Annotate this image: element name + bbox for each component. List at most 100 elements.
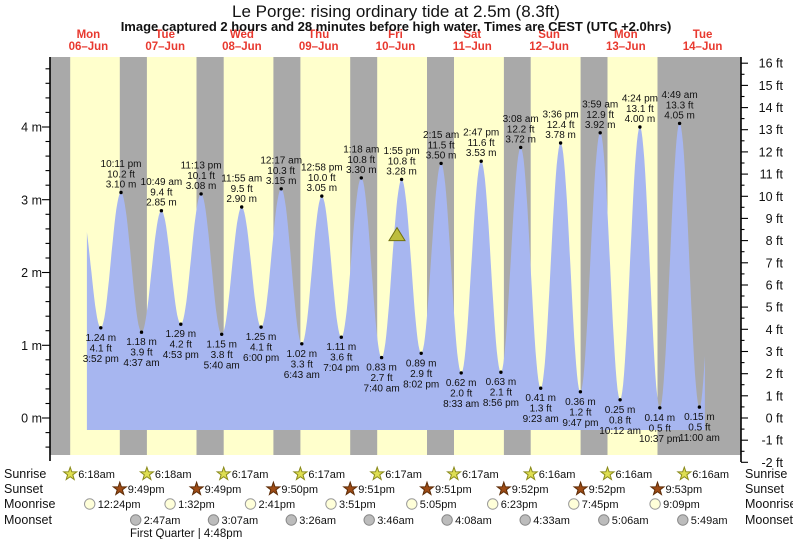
- high-tide-feet: 10.2 ft: [107, 170, 135, 181]
- high-tide-time: 11:55 am: [221, 174, 262, 185]
- high-tide-meters: 2.90 m: [226, 194, 257, 205]
- tide-curve-layer: [86, 123, 705, 430]
- high-tide-feet: 10.3 ft: [267, 166, 295, 177]
- row-label-sunrise-left: Sunrise: [4, 467, 46, 481]
- high-tide-time: 3:08 am: [503, 114, 539, 125]
- sunset-time: 9:51pm: [435, 484, 472, 496]
- low-tide-time: 6:43 am: [284, 370, 320, 381]
- high-tide-time: 10:11 pm: [101, 159, 142, 170]
- moonset-time: 4:08am: [455, 515, 492, 527]
- day-name: Tue: [693, 29, 713, 41]
- sunrise-time: 6:17am: [308, 469, 345, 481]
- low-tide-meters: 1.18 m: [126, 337, 157, 348]
- moonrise-time: 2:41pm: [259, 499, 296, 511]
- moonset-time: 3:26am: [299, 515, 336, 527]
- low-tide-time: 9:23 am: [523, 414, 559, 425]
- high-tide-time: 2:47 pm: [463, 128, 499, 139]
- high-tide-meters: 3.72 m: [505, 134, 536, 145]
- low-tide-feet: 3.8 ft: [211, 350, 233, 361]
- high-tide-time: 11:13 pm: [181, 160, 222, 171]
- right-axis-tick-label: 12 ft: [759, 145, 784, 159]
- high-tide-feet: 11.6 ft: [468, 138, 495, 149]
- sunrise-time: 6:18am: [155, 469, 192, 481]
- high-tide-time: 2:15 am: [423, 130, 459, 141]
- day-name: Mon: [614, 29, 638, 41]
- row-label-sunset-right: Sunset: [745, 482, 784, 496]
- low-tide-dot: [499, 370, 503, 374]
- low-tide-feet: 4.1 ft: [250, 343, 272, 354]
- low-tide-dot: [139, 330, 144, 334]
- moonrise-icon: [568, 498, 580, 510]
- right-axis-tick-label: 6 ft: [766, 279, 784, 293]
- high-tide-feet: 9.4 ft: [150, 188, 172, 199]
- moon-phase-note: First Quarter | 4:48pm: [130, 528, 242, 539]
- low-tide-meters: 0.63 m: [486, 377, 517, 388]
- day-date: 13–Jun: [606, 41, 646, 53]
- high-tide-feet: 11.5 ft: [428, 140, 455, 151]
- sunrise-star-icon: [676, 465, 693, 481]
- high-tide-feet: 10.8 ft: [388, 156, 416, 167]
- high-tide-meters: 3.10 m: [106, 180, 137, 191]
- sunrise-time: 6:16am: [692, 469, 729, 481]
- low-tide-dot: [459, 371, 463, 375]
- low-tide-meters: 1.29 m: [166, 329, 197, 340]
- high-tide-time: 4:49 am: [662, 90, 698, 101]
- right-axis-tick-label: 13 ft: [759, 123, 784, 137]
- high-tide-dot: [677, 121, 682, 126]
- low-tide-feet: 2.7 ft: [370, 373, 392, 384]
- day-name: Mon: [77, 29, 101, 41]
- sunset-time: 9:53pm: [666, 484, 703, 496]
- sunset-star-icon: [419, 480, 435, 496]
- low-tide-meters: 1.15 m: [206, 339, 237, 350]
- day-date: 11–Jun: [453, 41, 492, 53]
- moonset-icon: [598, 514, 610, 526]
- low-tide-dot: [179, 322, 183, 326]
- day-name: Wed: [230, 29, 254, 41]
- day-labels: Mon06–JunTue07–JunWed08–JunThu09–JunFri1…: [69, 29, 723, 53]
- high-tide-dot: [439, 161, 443, 166]
- high-tide-meters: 3.28 m: [386, 166, 417, 177]
- high-tide-meters: 3.15 m: [266, 176, 297, 187]
- moonrise-time: 7:45pm: [582, 499, 619, 511]
- high-tide-feet: 12.2 ft: [507, 124, 535, 135]
- moonrise-icon: [244, 498, 257, 510]
- sunset-time: 9:49pm: [205, 484, 242, 496]
- right-axis-tick-label: 5 ft: [766, 301, 784, 315]
- moonrise-icon: [487, 498, 499, 510]
- moonrise-time: 3:51pm: [339, 499, 376, 511]
- moonset-icon: [519, 514, 531, 526]
- left-axis-tick-label: 0 m: [21, 412, 42, 426]
- low-tide-time: 8:02 pm: [403, 379, 439, 390]
- right-axis-tick-label: 1 ft: [766, 389, 784, 403]
- low-tide-time: 8:56 pm: [483, 398, 519, 409]
- low-tide-dot: [578, 390, 583, 394]
- low-tide-feet: 3.3 ft: [291, 359, 313, 370]
- high-tide-dot: [199, 192, 203, 196]
- high-tide-dot: [519, 145, 523, 150]
- high-tide-time: 4:24 pm: [622, 94, 658, 105]
- sunrise-time: 6:16am: [539, 469, 576, 481]
- low-tide-dot: [259, 325, 263, 329]
- high-tide-time: 12:58 pm: [301, 163, 343, 174]
- low-tide-dot: [379, 355, 384, 360]
- right-axis-tick-label: 8 ft: [766, 234, 784, 248]
- high-tide-time: 3:59 am: [582, 99, 618, 110]
- high-tide-dot: [558, 141, 563, 145]
- right-axis-tick-label: 7 ft: [766, 256, 784, 270]
- sunrise-star-icon: [446, 465, 462, 481]
- capture-time-marker-icon: [388, 226, 406, 242]
- low-tide-time: 7:04 pm: [323, 363, 359, 374]
- low-tide-time: 6:00 pm: [243, 353, 279, 364]
- moonrise-time: 6:23pm: [501, 499, 538, 511]
- low-tide-dot: [339, 335, 343, 339]
- low-tide-feet: 0.8 ft: [609, 415, 631, 426]
- high-tide-meters: 3.78 m: [545, 130, 576, 141]
- low-tide-meters: 1.25 m: [246, 332, 277, 343]
- row-label-sunrise-right: Sunrise: [745, 467, 787, 481]
- day-name: Thu: [308, 29, 329, 41]
- low-tide-time: 4:53 pm: [163, 350, 199, 361]
- moonrise-time: 12:24pm: [98, 499, 141, 511]
- moonset-icon: [130, 514, 142, 526]
